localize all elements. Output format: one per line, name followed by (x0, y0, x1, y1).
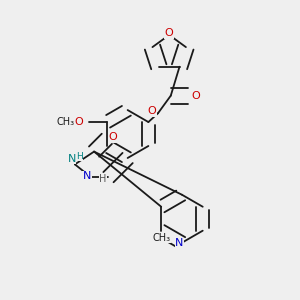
Text: N: N (68, 154, 76, 164)
Text: N: N (175, 238, 184, 248)
Text: O: O (191, 91, 200, 101)
Text: O: O (165, 28, 174, 38)
Text: O: O (75, 117, 83, 127)
Text: CH₃: CH₃ (152, 233, 170, 243)
Text: O: O (148, 106, 157, 116)
Text: N: N (83, 171, 91, 181)
Text: CH₃: CH₃ (56, 117, 74, 127)
Text: O: O (108, 132, 117, 142)
Text: H: H (99, 174, 106, 184)
Text: H: H (76, 152, 83, 161)
